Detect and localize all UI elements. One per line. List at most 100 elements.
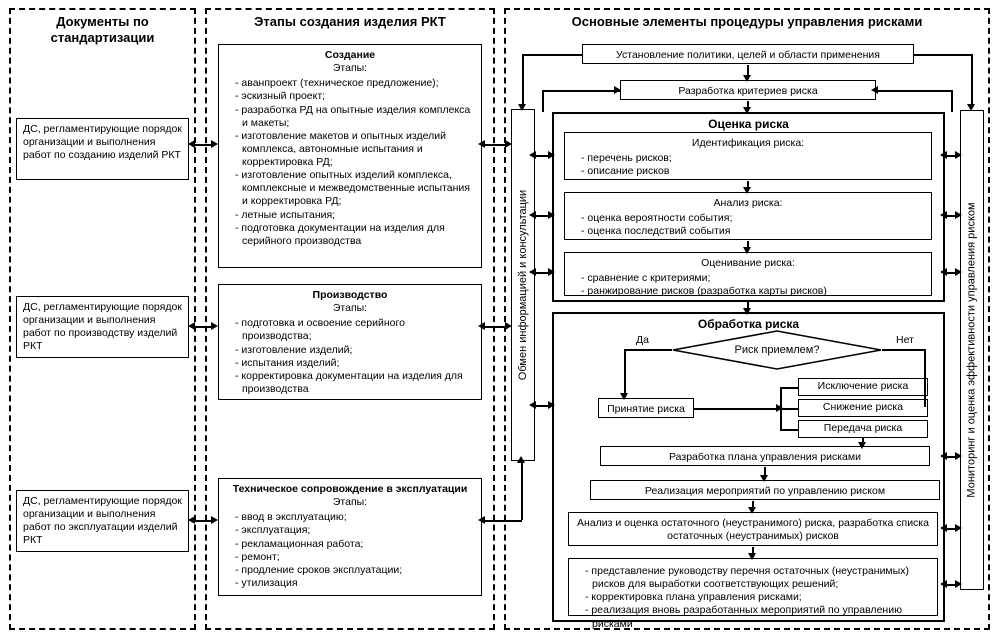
list-item: ремонт; bbox=[235, 551, 475, 564]
arrow-icon bbox=[211, 322, 218, 330]
ds-create-box: ДС, регламентирующие порядок организации… bbox=[16, 118, 189, 180]
list-item: подготовка документации на изделия для с… bbox=[235, 222, 475, 248]
final-box: представление руководству перечня остато… bbox=[568, 558, 938, 616]
analysis-title: Анализ риска: bbox=[571, 197, 925, 210]
stage-prod-sub: Этапы: bbox=[225, 302, 475, 315]
ds-expl-text: ДС, регламентирующие порядок организации… bbox=[23, 495, 182, 546]
arrow-icon bbox=[748, 507, 756, 514]
arrow-icon bbox=[940, 268, 947, 276]
list-item: изготовление макетов и опытных изделий к… bbox=[235, 130, 475, 169]
list-item: утилизация bbox=[235, 577, 475, 590]
arrow-icon bbox=[529, 268, 536, 276]
impl-text: Реализация мероприятий по управлению рис… bbox=[645, 485, 885, 497]
list-item: описание рисков bbox=[581, 165, 925, 178]
arrow-icon bbox=[505, 322, 512, 330]
arrow-icon bbox=[529, 401, 536, 409]
connector bbox=[951, 90, 953, 112]
list-item: разработка РД на опытные изделия комплек… bbox=[235, 104, 475, 130]
stage-prod-box: Производство Этапы: подготовка и освоени… bbox=[218, 284, 482, 400]
no-label: Нет bbox=[896, 334, 914, 346]
analysis-list: оценка вероятности события; оценка после… bbox=[571, 212, 925, 238]
connector bbox=[194, 144, 212, 146]
stage-prod-list: подготовка и освоение серийного производ… bbox=[225, 317, 475, 396]
stage-create-sub: Этапы: bbox=[225, 62, 475, 75]
impl-box: Реализация мероприятий по управлению рис… bbox=[590, 480, 940, 500]
arrow-icon bbox=[188, 516, 195, 524]
arrow-icon bbox=[188, 140, 195, 148]
list-item: корректировка плана управления рисками; bbox=[585, 591, 931, 604]
analysis-box: Анализ риска: оценка вероятности события… bbox=[564, 192, 932, 240]
list-item: перечень рисков; bbox=[581, 152, 925, 165]
arrow-icon bbox=[529, 151, 536, 159]
stage-tech-box: Техническое сопровождение в эксплуатации… bbox=[218, 478, 482, 596]
arrow-icon bbox=[955, 580, 962, 588]
opt-excl-text: Исключение риска bbox=[818, 380, 909, 392]
list-item: эскизный проект; bbox=[235, 90, 475, 103]
arrow-icon bbox=[211, 516, 218, 524]
arrow-icon bbox=[940, 211, 947, 219]
arrow-icon bbox=[548, 401, 555, 409]
arrow-icon bbox=[211, 140, 218, 148]
list-item: оценка вероятности события; bbox=[581, 212, 925, 225]
list-item: оценка последствий события bbox=[581, 225, 925, 238]
list-item: реализация вновь разработанных мероприят… bbox=[585, 604, 931, 630]
connector bbox=[484, 144, 506, 146]
connector bbox=[780, 387, 798, 389]
list-item: рекламационная работа; bbox=[235, 538, 475, 551]
arrow-icon bbox=[858, 442, 866, 449]
arrow-icon bbox=[967, 104, 975, 111]
policy-box: Установление политики, целей и области п… bbox=[582, 44, 914, 64]
eval-title: Оценивание риска: bbox=[571, 257, 925, 270]
arrow-icon bbox=[776, 404, 783, 412]
yes-label: Да bbox=[636, 334, 649, 346]
arrow-icon bbox=[940, 452, 947, 460]
list-item: ввод в эксплуатацию; bbox=[235, 511, 475, 524]
list-item: представление руководству перечня остато… bbox=[585, 565, 931, 591]
ident-list: перечень рисков; описание рисков bbox=[571, 152, 925, 178]
criteria-box: Разработка критериев риска bbox=[620, 80, 876, 100]
eval-list: сравнение с критериями; ранжирование рис… bbox=[571, 272, 925, 298]
resid-box: Анализ и оценка остаточного (неустранимо… bbox=[568, 512, 938, 546]
plan-box: Разработка плана управления рисками bbox=[600, 446, 930, 466]
connector bbox=[522, 54, 524, 108]
list-item: изготовление изделий; bbox=[235, 344, 475, 357]
arrow-icon bbox=[955, 211, 962, 219]
decision-diamond: Риск приемлем? bbox=[672, 330, 882, 370]
list-item: сравнение с критериями; bbox=[581, 272, 925, 285]
connector bbox=[924, 349, 926, 407]
arrow-icon bbox=[940, 151, 947, 159]
connector bbox=[542, 90, 620, 92]
list-item: эксплуатация; bbox=[235, 524, 475, 537]
connector bbox=[194, 520, 212, 522]
ds-prod-box: ДС, регламентирующие порядок организации… bbox=[16, 296, 189, 358]
accept-text: Принятие риска bbox=[607, 403, 685, 415]
connector bbox=[882, 349, 924, 351]
stage-tech-sub: Этапы: bbox=[225, 496, 475, 509]
ident-box: Идентификация риска: перечень рисков; оп… bbox=[564, 132, 932, 180]
opt-reduce-box: Снижение риска bbox=[798, 399, 928, 417]
opt-reduce-text: Снижение риска bbox=[823, 401, 903, 413]
opt-excl-box: Исключение риска bbox=[798, 378, 928, 396]
arrow-icon bbox=[478, 140, 485, 148]
connector bbox=[522, 54, 582, 56]
list-item: летные испытания; bbox=[235, 209, 475, 222]
list-item: изготовление опытных изделий комплекса, … bbox=[235, 169, 475, 208]
connector bbox=[971, 54, 973, 108]
connector bbox=[624, 349, 626, 397]
monitoring-vlabel-text: Мониторинг и оценка эффективности управл… bbox=[966, 202, 978, 497]
connector bbox=[194, 326, 212, 328]
arrow-icon bbox=[505, 140, 512, 148]
ds-create-text: ДС, регламентирующие порядок организации… bbox=[23, 123, 182, 161]
list-item: аванпроект (техническое предложение); bbox=[235, 77, 475, 90]
ds-expl-box: ДС, регламентирующие порядок организации… bbox=[16, 490, 189, 552]
connector bbox=[521, 462, 523, 520]
arrow-icon bbox=[743, 107, 751, 114]
list-item: подготовка и освоение серийного производ… bbox=[235, 317, 475, 343]
ident-title: Идентификация риска: bbox=[571, 137, 925, 150]
resid-text: Анализ и оценка остаточного (неустранимо… bbox=[577, 517, 929, 542]
arrow-icon bbox=[743, 75, 751, 82]
connector bbox=[624, 349, 672, 351]
list-item: испытания изделий; bbox=[235, 357, 475, 370]
stage-tech-list: ввод в эксплуатацию; эксплуатация; рекла… bbox=[225, 511, 475, 590]
monitoring-vlabel: Мониторинг и оценка эффективности управл… bbox=[960, 110, 984, 590]
